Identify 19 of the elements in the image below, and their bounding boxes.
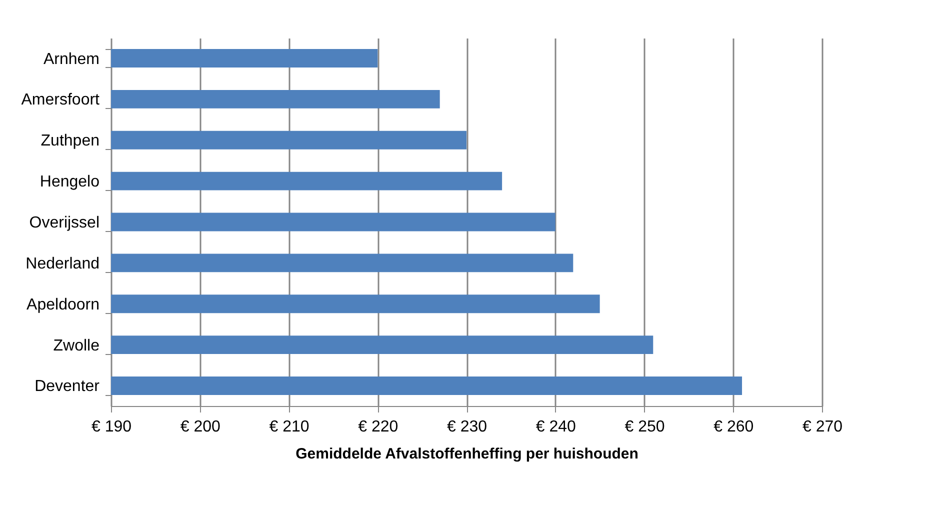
x-tick-label: € 270 [802, 418, 843, 436]
y-tick-label: Arnhem [43, 50, 100, 68]
x-axis-title: Gemiddelde Afvalstoffenheffing per huishouden [296, 446, 638, 462]
x-tick-label: € 220 [358, 418, 398, 436]
x-tick-label: € 230 [446, 418, 488, 436]
y-tick-label: Deventer [34, 378, 100, 396]
y-tick-label: Nederland [26, 255, 100, 272]
y-tick-label: Amersfoort [21, 92, 100, 109]
y-tick-label: Hengelo [40, 174, 100, 191]
x-tick-label: € 210 [269, 418, 310, 436]
y-tick-label: Zuthpen [40, 132, 100, 150]
x-tick-label: € 190 [91, 418, 132, 436]
x-tick-label: € 260 [714, 418, 754, 436]
x-tick-label: € 250 [624, 418, 665, 436]
y-tick-label: Overijssel [29, 214, 100, 232]
y-tick-label: Zwolle [53, 337, 100, 354]
x-tick-label: € 240 [536, 418, 576, 436]
y-tick-label: Apeldoorn [26, 296, 100, 314]
x-tick-label: € 200 [180, 418, 220, 436]
